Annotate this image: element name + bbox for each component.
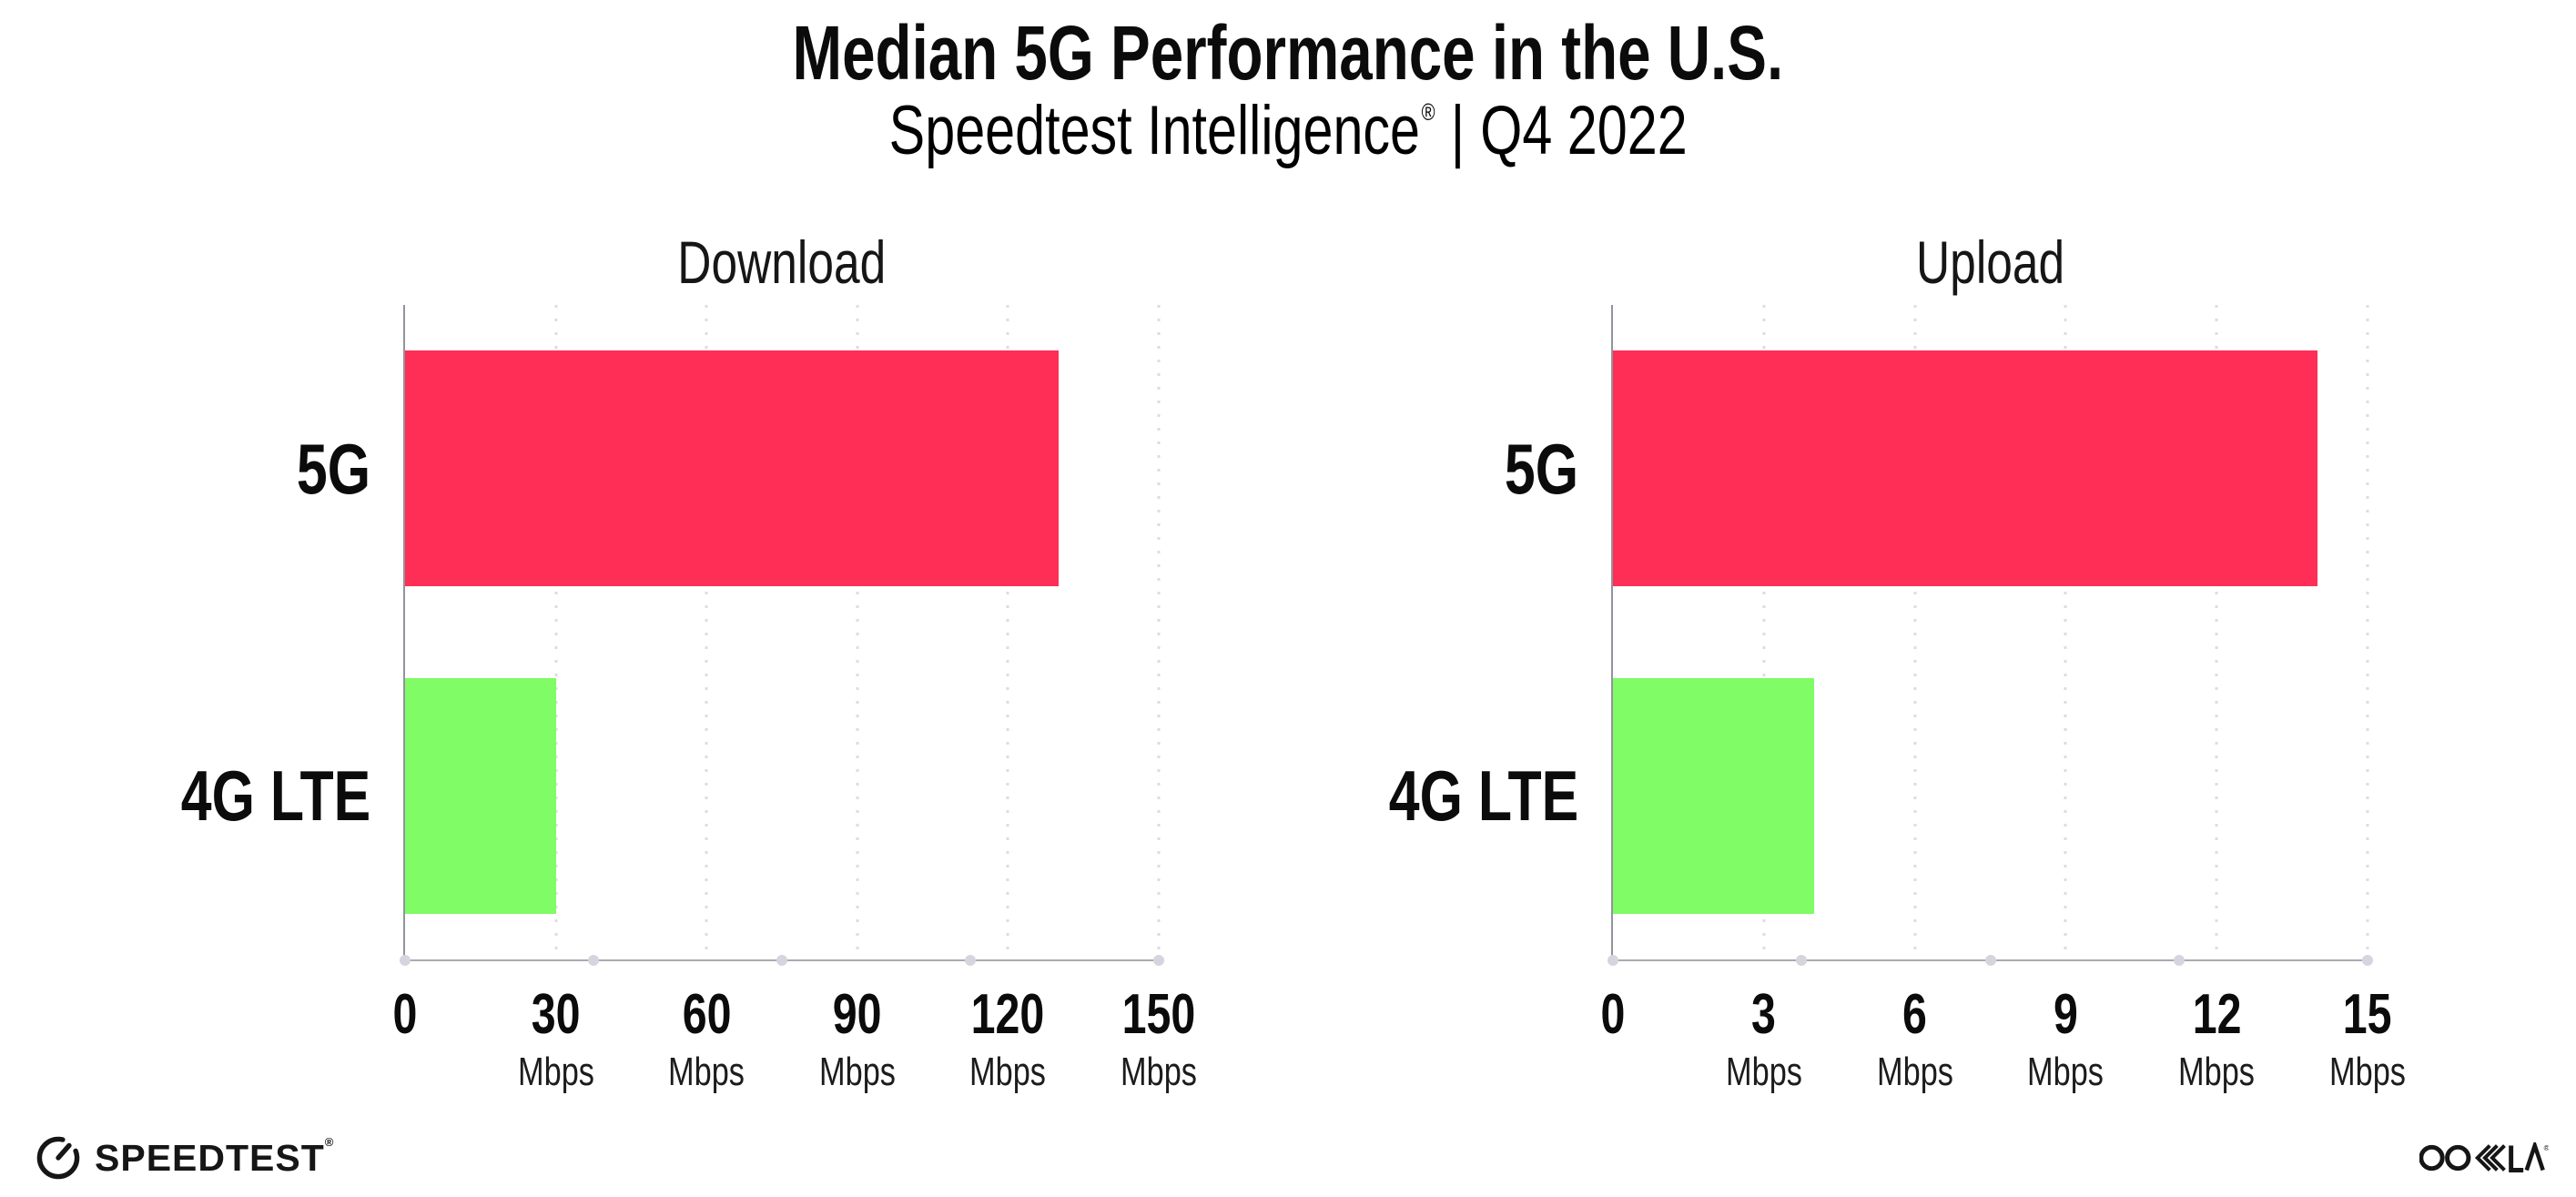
speedtest-wordmark: SPEEDTEST® [95, 1134, 335, 1179]
tick-label-150: 150 Mbps [1110, 987, 1208, 1092]
axis-dot [1153, 955, 1164, 966]
page-subtitle: Speedtest Intelligence® | Q4 2022 [0, 95, 2576, 167]
axis-dot [965, 955, 976, 966]
tick-unit: Mbps [818, 1050, 896, 1094]
tick-label-90: 90 Mbps [808, 987, 907, 1092]
axis-dot [1984, 955, 1996, 966]
bar-4g-lte [405, 677, 556, 914]
gridline-60 [705, 305, 708, 959]
gridline-30 [554, 305, 558, 959]
speedtest-logo: SPEEDTEST® [35, 1132, 334, 1183]
tick-label-12: 12 Mbps [2167, 987, 2266, 1092]
ookla-registered-mark: ® [2544, 1144, 2549, 1152]
tick-unit: Mbps [517, 1050, 594, 1094]
gridline-6 [1913, 305, 1917, 959]
subtitle-separator: | [1450, 92, 1465, 169]
category-label-5g: 5G [296, 428, 370, 509]
tick-label-15: 15 Mbps [2318, 987, 2417, 1092]
ookla-wordmark-icon: ® [2419, 1142, 2549, 1172]
category-label-5g: 5G [1504, 428, 1578, 509]
gridline-12 [2215, 305, 2218, 959]
tick-label-30: 30 Mbps [507, 987, 605, 1092]
bar-4g-lte [1613, 677, 1815, 914]
axis-dot [1796, 955, 1808, 966]
page-title: Median 5G Performance in the U.S. [792, 10, 1784, 96]
tick-unit: Mbps [2027, 1050, 2104, 1094]
tick-label-6: 6 Mbps [1866, 987, 1964, 1092]
tick-label-0: 0 [1600, 983, 1626, 1046]
category-label-4g-lte: 4G LTE [1388, 756, 1578, 837]
tick-unit: Mbps [668, 1050, 745, 1094]
gridline-150 [1157, 305, 1161, 959]
tick-unit: Mbps [2329, 1050, 2406, 1094]
bar-5g [1613, 350, 2317, 587]
gridline-9 [2064, 305, 2067, 959]
subtitle-brand: Speedtest Intelligence [888, 92, 1420, 169]
tick-unit: Mbps [1725, 1050, 1802, 1094]
download-chart: Download 5G 4G LTE 0 30 Mbps 60 Mbps 90 Mbps 120 M… [181, 232, 1197, 1092]
gridline-120 [1006, 305, 1009, 959]
tick-label-9: 9 Mbps [2017, 987, 2115, 1092]
tick-label-60: 60 Mbps [657, 987, 756, 1092]
axis-dot [2173, 955, 2185, 966]
tick-unit: Mbps [2178, 1050, 2256, 1094]
axis-dot [2362, 955, 2373, 966]
tick-label-120: 120 Mbps [959, 987, 1058, 1092]
gridline-90 [856, 305, 859, 959]
category-label-4g-lte: 4G LTE [180, 756, 370, 837]
gridline-3 [1762, 305, 1766, 959]
axis-dot [1607, 955, 1618, 966]
chart-title-upload: Upload [1915, 228, 2065, 296]
tick-label-3: 3 Mbps [1715, 987, 1813, 1092]
axis-dot [776, 955, 787, 966]
speedtest-registered-mark: ® [324, 1134, 335, 1149]
tick-label-0: 0 [392, 983, 418, 1046]
ookla-logo: ® [2419, 1138, 2549, 1178]
axis-dot [588, 955, 599, 966]
axis-dot [400, 955, 411, 966]
tick-unit: Mbps [1876, 1050, 1953, 1094]
upload-chart: Upload 5G 4G LTE 0 3 Mbps 6 Mbps 9 Mbps 12 Mbps 15 M… [1389, 232, 2406, 1092]
tick-unit: Mbps [1121, 1050, 1197, 1094]
gridline-15 [2366, 305, 2369, 959]
registered-mark: ® [1421, 98, 1435, 126]
bar-5g [405, 350, 1059, 587]
subtitle-period: Q4 2022 [1480, 92, 1688, 169]
speedtest-gauge-icon [36, 1136, 80, 1180]
chart-title-download: Download [677, 228, 887, 296]
tick-unit: Mbps [969, 1050, 1047, 1094]
